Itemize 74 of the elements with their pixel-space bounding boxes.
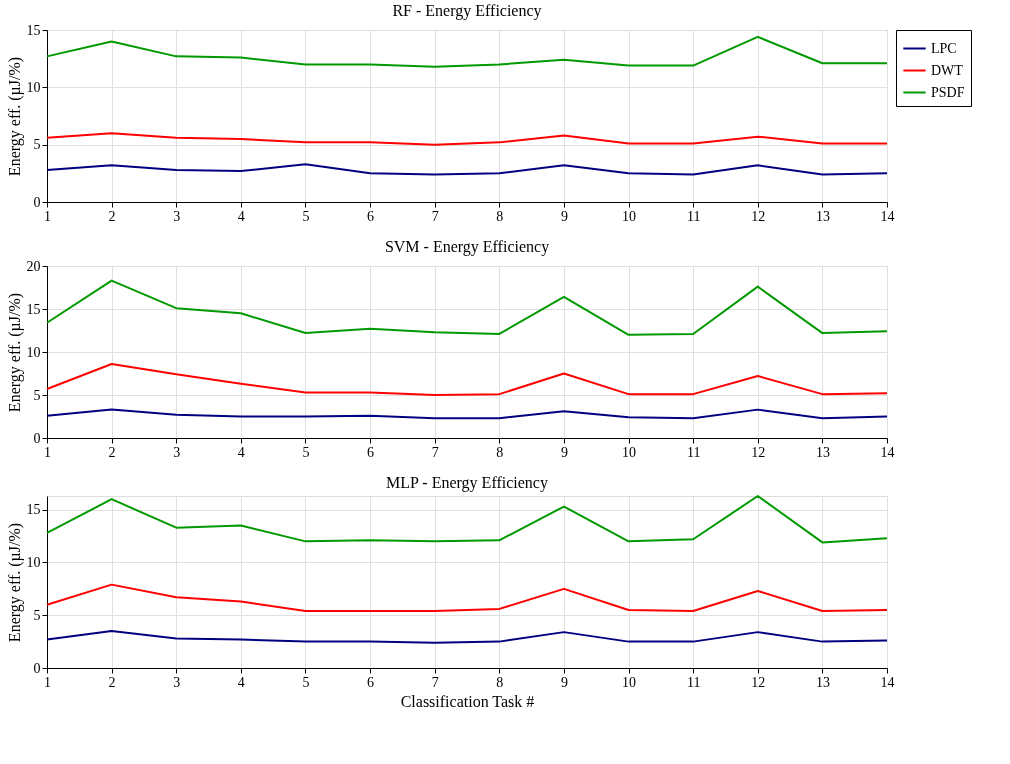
x-axis-title: Classification Task # (400, 692, 535, 710)
line-series (46, 363, 888, 396)
x-tick-label: 12 (751, 208, 766, 224)
chart-title: SVM - Energy Efficiency (384, 238, 550, 256)
y-tick-label: 15 (26, 301, 41, 317)
y-tick-label: 10 (26, 79, 41, 95)
x-tick-label: 5 (302, 444, 310, 460)
x-tick-label: 7 (431, 444, 439, 460)
y-tick-label: 5 (33, 387, 41, 403)
x-tick-label: 4 (237, 674, 245, 690)
x-tick-label: 10 (622, 674, 637, 690)
x-tick-label: 9 (560, 208, 568, 224)
x-tick-label: 11 (686, 444, 701, 460)
x-tick-label: 9 (560, 674, 568, 690)
x-tick-label: 12 (751, 444, 766, 460)
y-tick-label: 15 (26, 502, 41, 518)
x-tick-label: 2 (108, 674, 116, 690)
y-tick-label: 10 (26, 554, 41, 570)
x-tick-label: 2 (108, 208, 116, 224)
x-tick-label: 13 (815, 208, 830, 224)
x-tick-label: 13 (815, 674, 830, 690)
y-tick-label: 20 (26, 258, 41, 274)
line-series (46, 630, 888, 644)
chart-title: RF - Energy Efficiency (392, 2, 542, 20)
y-axis-title: Energy eff. (µJ/%) (5, 56, 24, 177)
y-axis-title: Energy eff. (µJ/%) (5, 522, 24, 643)
x-tick-label: 2 (108, 444, 116, 460)
x-tick-label: 3 (173, 208, 181, 224)
legend-label: PSDF (931, 84, 965, 100)
y-axis-title: Energy eff. (µJ/%) (5, 292, 24, 413)
legend-label: LPC (931, 40, 957, 56)
x-tick-label: 6 (367, 674, 375, 690)
x-tick-label: 14 (880, 444, 895, 460)
x-tick-label: 11 (686, 674, 701, 690)
x-tick-label: 11 (686, 208, 701, 224)
y-tick-label: 15 (26, 22, 41, 38)
x-tick-label: 6 (367, 208, 375, 224)
chart-title: MLP - Energy Efficiency (386, 474, 548, 492)
line-series (46, 408, 888, 420)
x-tick-label: 14 (880, 208, 895, 224)
x-tick-label: 5 (302, 208, 310, 224)
line-series (46, 163, 888, 176)
x-tick-label: 10 (622, 208, 637, 224)
y-tick-label: 0 (33, 194, 41, 210)
x-tick-label: 14 (880, 674, 895, 690)
x-tick-label: 1 (44, 674, 51, 690)
line-series (46, 35, 888, 68)
y-tick-label: 0 (33, 660, 41, 676)
y-tick-label: 5 (33, 607, 41, 623)
x-tick-label: 12 (751, 674, 766, 690)
legend-label: DWT (931, 62, 964, 78)
x-tick-label: 4 (237, 208, 245, 224)
x-tick-label: 5 (302, 674, 310, 690)
x-tick-label: 1 (44, 208, 51, 224)
x-tick-label: 8 (496, 674, 504, 690)
x-tick-label: 9 (560, 444, 568, 460)
x-tick-label: 10 (622, 444, 637, 460)
y-tick-label: 10 (26, 344, 41, 360)
x-tick-label: 3 (173, 444, 181, 460)
y-tick-label: 5 (33, 137, 41, 153)
x-tick-label: 6 (367, 444, 375, 460)
x-tick-label: 13 (815, 444, 830, 460)
x-tick-label: 1 (44, 444, 51, 460)
line-series (46, 583, 888, 613)
x-tick-label: 4 (237, 444, 245, 460)
x-tick-label: 8 (496, 444, 504, 460)
y-tick-label: 0 (33, 430, 41, 446)
line-series (46, 495, 888, 544)
line-series (46, 279, 888, 336)
x-tick-label: 7 (431, 208, 439, 224)
line-series (46, 132, 888, 146)
x-tick-label: 3 (173, 674, 181, 690)
x-tick-label: 8 (496, 208, 504, 224)
x-tick-label: 7 (431, 674, 439, 690)
